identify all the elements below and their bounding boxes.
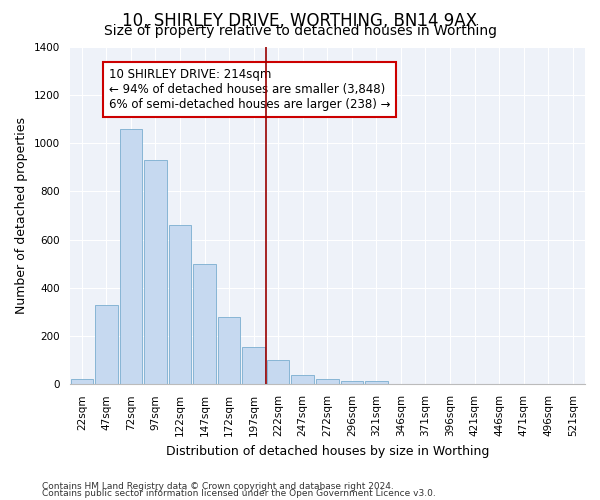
Y-axis label: Number of detached properties: Number of detached properties bbox=[15, 117, 28, 314]
Bar bbox=[365, 382, 388, 384]
Bar bbox=[144, 160, 167, 384]
Text: 10, SHIRLEY DRIVE, WORTHING, BN14 9AX: 10, SHIRLEY DRIVE, WORTHING, BN14 9AX bbox=[122, 12, 478, 30]
Text: Size of property relative to detached houses in Worthing: Size of property relative to detached ho… bbox=[104, 24, 497, 38]
Bar bbox=[267, 360, 289, 384]
Bar bbox=[95, 304, 118, 384]
Bar bbox=[169, 225, 191, 384]
Bar bbox=[292, 374, 314, 384]
Bar bbox=[71, 380, 93, 384]
Bar bbox=[193, 264, 216, 384]
Text: Contains HM Land Registry data © Crown copyright and database right 2024.: Contains HM Land Registry data © Crown c… bbox=[42, 482, 394, 491]
X-axis label: Distribution of detached houses by size in Worthing: Distribution of detached houses by size … bbox=[166, 444, 489, 458]
Bar bbox=[242, 347, 265, 385]
Text: Contains public sector information licensed under the Open Government Licence v3: Contains public sector information licen… bbox=[42, 490, 436, 498]
Bar bbox=[119, 128, 142, 384]
Bar bbox=[316, 380, 338, 384]
Text: 10 SHIRLEY DRIVE: 214sqm
← 94% of detached houses are smaller (3,848)
6% of semi: 10 SHIRLEY DRIVE: 214sqm ← 94% of detach… bbox=[109, 68, 391, 111]
Bar bbox=[341, 380, 363, 384]
Bar bbox=[218, 317, 241, 384]
